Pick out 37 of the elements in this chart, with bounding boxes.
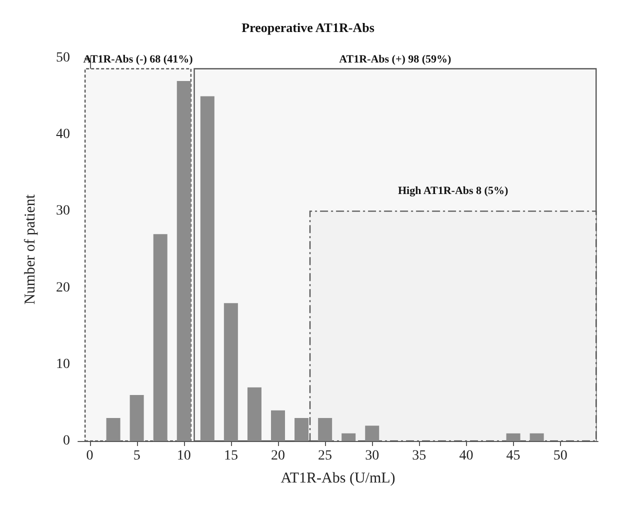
x-tick-label: 35 bbox=[412, 448, 426, 464]
bar bbox=[318, 418, 332, 441]
x-tick-label: 45 bbox=[506, 448, 520, 464]
band-label: AT1R-Abs (-) 68 (41%) bbox=[83, 54, 194, 66]
y-tick-label: 0 bbox=[63, 434, 70, 448]
bar bbox=[224, 303, 238, 441]
x-tick-label: 30 bbox=[365, 448, 380, 464]
x-tick-label: 5 bbox=[133, 448, 140, 464]
band-label: AT1R-Abs (+) 98 (59%) bbox=[339, 54, 452, 66]
bar bbox=[200, 96, 214, 441]
x-tick-label: 15 bbox=[224, 448, 238, 464]
y-axis-title: Number of patient bbox=[22, 194, 38, 304]
x-tick-label: 20 bbox=[271, 448, 285, 464]
bar bbox=[365, 426, 380, 441]
x-tick-label: 25 bbox=[318, 448, 332, 464]
bar bbox=[153, 234, 168, 441]
x-tick-label: 0 bbox=[86, 448, 94, 464]
y-tick-label: 30 bbox=[56, 204, 70, 219]
x-axis-title: AT1R-Abs (U/mL) bbox=[280, 470, 396, 486]
x-tick-label: 40 bbox=[459, 448, 474, 464]
bar bbox=[294, 418, 309, 441]
y-tick-label: 10 bbox=[56, 356, 70, 372]
bar bbox=[506, 433, 520, 441]
bar bbox=[247, 387, 262, 441]
bar bbox=[106, 418, 120, 441]
bar bbox=[271, 410, 285, 441]
chart-title: Preoperative AT1R-Abs bbox=[242, 20, 374, 35]
x-tick-label: 50 bbox=[553, 448, 568, 464]
bar bbox=[130, 395, 144, 441]
y-tick-label: 50 bbox=[56, 50, 70, 66]
y-tick-label: 20 bbox=[56, 280, 70, 296]
bar bbox=[342, 433, 356, 441]
y-tick-label: 40 bbox=[56, 127, 70, 142]
bar bbox=[176, 80, 191, 441]
bar bbox=[530, 433, 544, 441]
x-tick-label: 10 bbox=[176, 448, 191, 464]
band-label: High AT1R-Abs 8 (5%) bbox=[398, 185, 508, 198]
